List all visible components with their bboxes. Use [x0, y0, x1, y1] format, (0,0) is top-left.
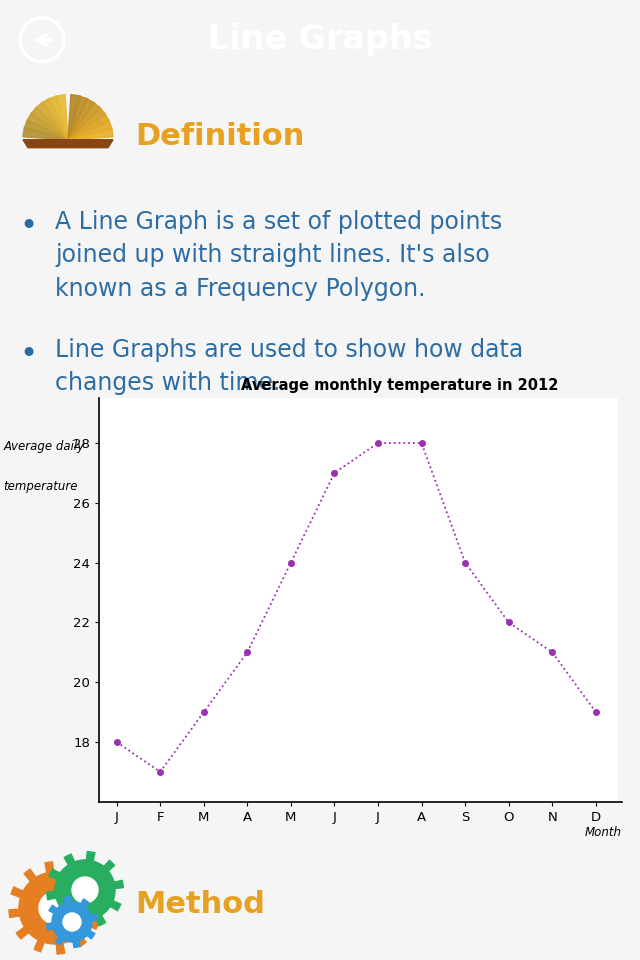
Text: A Line Graph is a set of plotted points
joined up with straight lines. It's also: A Line Graph is a set of plotted points … [55, 209, 502, 300]
Polygon shape [47, 852, 124, 928]
Polygon shape [55, 94, 68, 140]
Polygon shape [48, 96, 68, 140]
Text: temperature: temperature [3, 481, 77, 493]
Circle shape [39, 892, 71, 924]
Polygon shape [35, 102, 68, 140]
Circle shape [72, 877, 98, 903]
Polygon shape [30, 107, 68, 140]
Polygon shape [68, 98, 95, 140]
Polygon shape [68, 127, 113, 140]
Polygon shape [68, 113, 109, 140]
Text: Line Graphs are used to show how data
changes with time.: Line Graphs are used to show how data ch… [55, 338, 524, 396]
Polygon shape [26, 113, 68, 140]
Polygon shape [68, 120, 112, 140]
Polygon shape [68, 107, 106, 140]
Text: •: • [19, 340, 37, 369]
Text: Month: Month [585, 826, 622, 839]
Polygon shape [47, 897, 97, 948]
Text: Average daily: Average daily [3, 440, 84, 453]
Polygon shape [9, 862, 101, 954]
Polygon shape [68, 102, 100, 140]
Text: Method: Method [135, 891, 265, 920]
Polygon shape [24, 120, 68, 140]
Text: Definition: Definition [135, 122, 305, 152]
Circle shape [63, 913, 81, 931]
Title: Average monthly temperature in 2012: Average monthly temperature in 2012 [241, 378, 559, 393]
Polygon shape [41, 98, 68, 140]
Text: •: • [19, 212, 37, 241]
Polygon shape [68, 94, 81, 140]
Text: Line Graphs: Line Graphs [208, 23, 432, 57]
Polygon shape [23, 127, 68, 140]
Polygon shape [23, 140, 113, 148]
Polygon shape [68, 96, 88, 140]
